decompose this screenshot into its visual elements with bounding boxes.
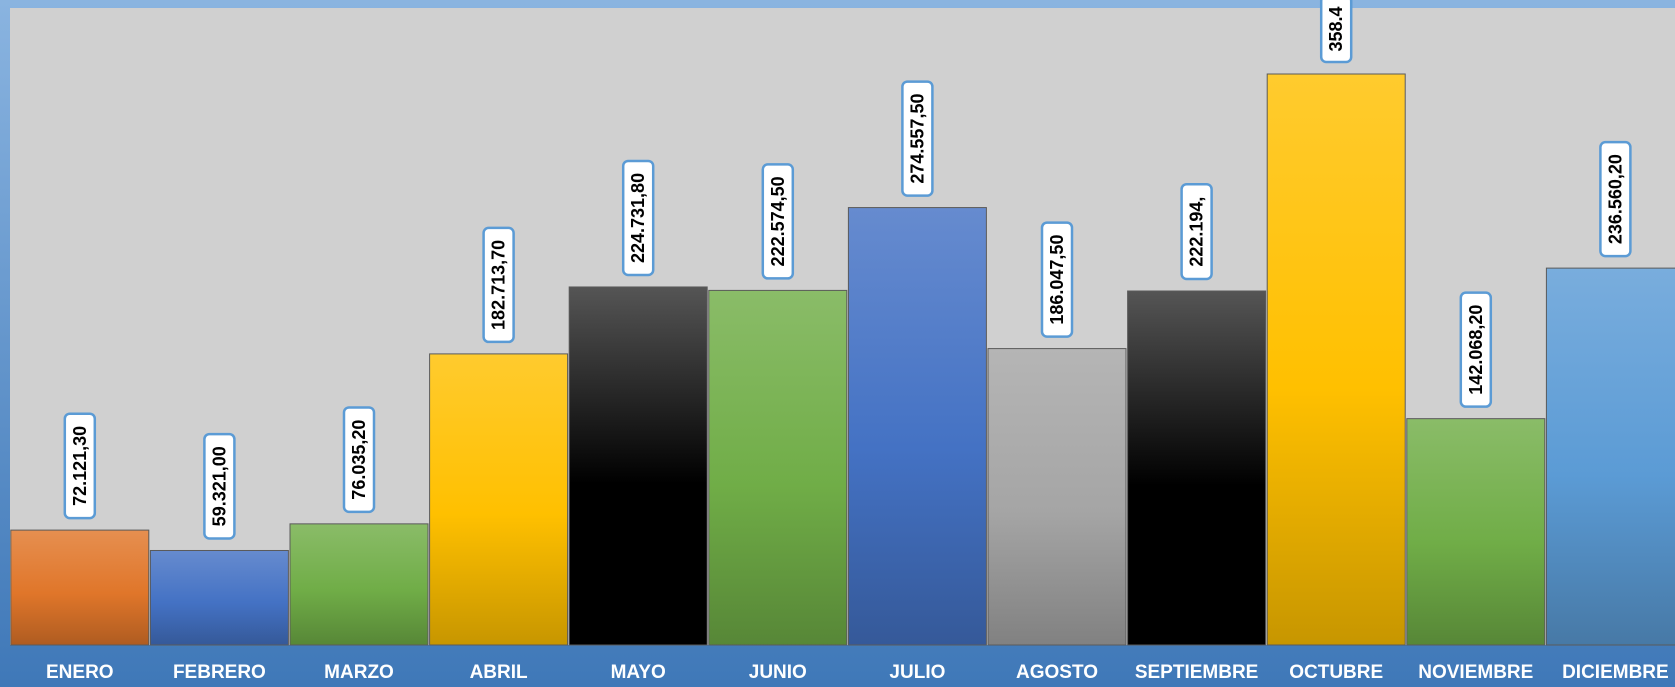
data-label-agosto: 186.047,50 xyxy=(1040,221,1074,338)
bar-abril xyxy=(429,353,569,646)
x-tick-junio: JUNIO xyxy=(749,662,807,683)
x-tick-octubre: OCTUBRE xyxy=(1289,662,1383,683)
bars-layer xyxy=(10,73,1675,646)
bar-agosto xyxy=(987,348,1127,646)
data-label-julio: 274.557,50 xyxy=(901,80,934,197)
bar-noviembre xyxy=(1406,418,1546,646)
data-label-noviembre: 142.068,20 xyxy=(1459,291,1493,408)
svg-text:222.574,50: 222.574,50 xyxy=(768,176,788,266)
data-labels-layer: 72.121,30 59.321,00 76.035,20 182.713,70 224… xyxy=(63,0,1632,540)
svg-text:76.035,20: 76.035,20 xyxy=(349,420,369,500)
x-tick-marzo: MARZO xyxy=(324,662,394,683)
data-label-febrero: 59.321,00 xyxy=(203,432,236,540)
svg-text:224.731,80: 224.731,80 xyxy=(628,173,648,263)
x-tick-diciembre: DICIEMBRE xyxy=(1562,662,1669,683)
x-tick-septiembre: SEPTIEMBRE xyxy=(1135,662,1259,683)
bar-septiembre xyxy=(1127,290,1267,646)
svg-text:186.047,50: 186.047,50 xyxy=(1047,235,1067,325)
x-tick-agosto: AGOSTO xyxy=(1016,662,1098,683)
bar-octubre xyxy=(1266,73,1406,646)
bar-febrero xyxy=(149,549,289,646)
data-label-septiembre: 222.194, xyxy=(1180,182,1213,281)
data-label-abril: 182.713,70 xyxy=(482,226,515,344)
bar-diciembre xyxy=(1545,267,1675,646)
bar-junio xyxy=(708,289,848,646)
data-label-enero: 72.121,30 xyxy=(63,412,97,520)
bar-marzo xyxy=(289,523,429,646)
x-tick-mayo: MAYO xyxy=(611,662,666,683)
data-label-junio: 222.574,50 xyxy=(761,163,795,280)
data-label-mayo: 224.731,80 xyxy=(621,159,655,277)
data-label-marzo: 76.035,20 xyxy=(342,406,376,514)
svg-text:142.068,20: 142.068,20 xyxy=(1466,305,1486,395)
svg-text:274.557,50: 274.557,50 xyxy=(907,94,927,184)
bar-mayo xyxy=(568,286,708,646)
x-tick-noviembre: NOVIEMBRE xyxy=(1418,662,1533,683)
data-label-octubre: 358.4 xyxy=(1319,0,1353,64)
svg-text:72.121,30: 72.121,30 xyxy=(70,426,90,506)
bar-enero xyxy=(10,529,150,646)
svg-text:59.321,00: 59.321,00 xyxy=(209,446,229,526)
svg-text:358.4: 358.4 xyxy=(1326,6,1346,51)
svg-text:236.560,20: 236.560,20 xyxy=(1605,154,1625,244)
x-tick-febrero: FEBRERO xyxy=(173,662,266,683)
x-axis-tick-labels: ENERO FEBRERO MARZO ABRIL MAYO JUNIO JULIO AGOS… xyxy=(46,662,1669,683)
svg-text:222.194,: 222.194, xyxy=(1187,197,1207,267)
svg-text:182.713,70: 182.713,70 xyxy=(489,240,509,330)
x-tick-julio: JULIO xyxy=(889,662,945,683)
bar-julio xyxy=(847,207,987,646)
x-tick-enero: ENERO xyxy=(46,662,114,683)
data-label-diciembre: 236.560,20 xyxy=(1599,140,1632,258)
x-tick-abril: ABRIL xyxy=(470,662,528,683)
